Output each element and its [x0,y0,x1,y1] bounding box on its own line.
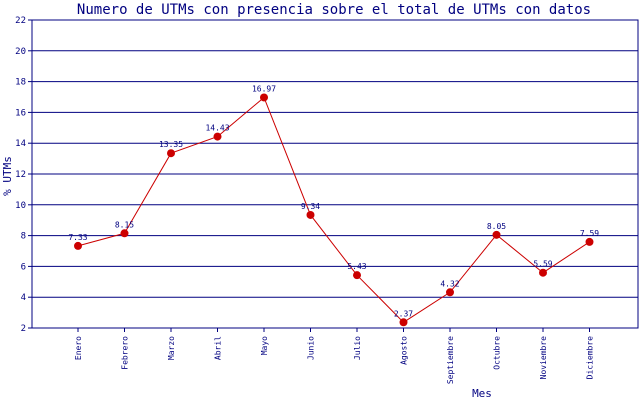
data-label: 7.59 [580,229,599,238]
x-tick-label: Abril [214,336,223,360]
data-label: 8.05 [487,222,506,231]
x-tick-label: Mayo [260,336,269,355]
data-label: 9.34 [301,202,320,211]
y-tick-label: 10 [15,201,26,211]
y-tick-label: 4 [21,293,26,303]
grid-lines [32,19,638,329]
series-line [74,93,594,327]
x-tick-label: Enero [74,336,83,360]
data-label: 2.37 [394,309,413,318]
data-point [539,268,547,277]
data-label: 7.33 [68,233,87,242]
data-label: 5.59 [533,260,552,269]
y-tick-label: 8 [21,232,26,242]
x-axis-ticks: Enero Febrero Marzo Abril Mayo Junio Julio Agos… [74,328,595,384]
x-axis-label: Mes [472,387,492,400]
data-labels: 7.33 8.15 13.35 14.43 16.97 9.34 5.43 2.37 4.32 8… [68,84,599,318]
data-point [306,210,315,219]
series-path [77,96,590,323]
y-tick-label: 22 [15,16,26,26]
data-label: 16.97 [252,84,276,93]
x-tick-label: Diciembre [586,336,595,380]
data-point [260,93,268,102]
x-tick-label: Marzo [167,336,176,360]
y-tick-label: 18 [15,78,26,88]
data-label: 13.35 [159,140,183,149]
y-tick-label: 20 [15,47,26,57]
chart-title: Numero de UTMs con presencia sobre el to… [77,2,591,18]
data-label: 5.43 [347,262,366,271]
y-tick-label: 6 [21,262,26,272]
x-tick-label: Octubre [493,336,502,370]
y-tick-label: 2 [21,324,26,334]
x-tick-label: Agosto [400,336,409,365]
data-point [213,132,222,141]
x-tick-label: Febrero [121,336,130,370]
y-tick-label: 14 [15,139,26,149]
y-axis-label: % UTMs [1,156,14,196]
data-point [120,229,129,238]
data-point [353,271,361,280]
x-tick-label: Septiembre [446,336,455,384]
data-point [74,241,82,250]
data-label: 4.32 [440,279,459,288]
data-label: 14.43 [205,124,229,133]
x-tick-label: Julio [353,336,362,360]
y-tick-label: 16 [15,108,26,118]
y-axis-ticks: 2 4 6 8 10 12 14 16 18 20 22 [15,16,32,334]
y-tick-label: 12 [15,170,26,180]
data-point [446,288,454,297]
data-point [399,318,408,327]
data-point [492,230,501,239]
data-label: 8.15 [115,220,134,229]
data-point [585,237,594,246]
x-tick-label: Junio [307,336,316,360]
x-tick-label: Noviembre [539,336,548,380]
data-point [167,149,175,158]
